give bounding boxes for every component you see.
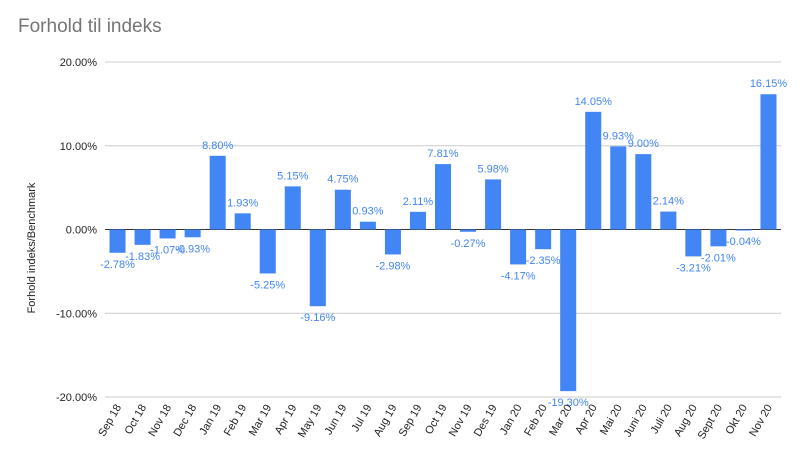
bar	[159, 229, 176, 239]
data-label: 4.75%	[327, 174, 358, 186]
y-tick-label: 0.00%	[66, 225, 97, 237]
data-label: 9.00%	[628, 138, 659, 150]
bar	[710, 229, 727, 247]
data-label: -2.78%	[100, 259, 135, 271]
x-tick-label: Sep 19	[397, 403, 425, 439]
x-tick-label: Apr 19	[273, 403, 300, 437]
x-tick-label: Feb 19	[222, 403, 250, 439]
x-tick-label: Juli 20	[649, 403, 675, 437]
x-tick-label: Oct 19	[423, 403, 450, 437]
data-label: -4.17%	[501, 270, 536, 282]
y-tick-label: 10.00%	[60, 141, 98, 153]
data-label: -2.01%	[701, 252, 736, 264]
data-label: 14.05%	[575, 96, 613, 108]
x-tick-label: Des 19	[472, 403, 500, 439]
bar	[409, 211, 426, 230]
y-tick-label: 20.00%	[60, 57, 98, 69]
bar	[434, 164, 452, 230]
y-axis-ticks: 20.00% 10.00% 0.00% -10.00% -20.00%	[56, 57, 97, 404]
data-label: 0.93%	[352, 206, 383, 218]
data-label: -19.30%	[548, 397, 589, 409]
data-label: -9.16%	[300, 312, 335, 324]
bar	[760, 94, 777, 230]
bar	[585, 111, 602, 230]
data-label: 2.11%	[403, 196, 434, 208]
bar	[384, 229, 401, 255]
bar	[259, 229, 276, 274]
bar	[510, 229, 527, 265]
x-tick-label: Aug 19	[372, 403, 400, 439]
bar	[685, 229, 702, 257]
data-labels: -2.78%-1.83%-1.07%-0.93% 8.80% 1.93% -5.25%…	[100, 78, 787, 409]
x-tick-label: Jan 20	[498, 403, 525, 438]
x-tick-label: Sept 20	[696, 403, 725, 442]
bar	[359, 221, 376, 230]
bar	[635, 154, 652, 230]
y-tick-label: -10.00%	[56, 308, 97, 320]
x-tick-label: Nov 20	[747, 403, 775, 439]
chart-title: Forhold til indeks	[18, 16, 162, 37]
data-label: 5.98%	[477, 163, 508, 175]
x-tick-label: Jun 19	[323, 403, 350, 438]
x-tick-label: Mai 20	[598, 403, 625, 438]
x-tick-label: Juni 20	[622, 403, 650, 440]
bar	[535, 229, 552, 250]
y-tick-label: -20.00%	[56, 392, 97, 404]
data-label: -2.98%	[375, 260, 410, 272]
x-tick-label: May 19	[296, 403, 324, 440]
x-tick-label: Okt 20	[723, 403, 750, 437]
data-label: 8.80%	[202, 140, 233, 152]
y-axis-label: Forhold indeks/Benchmark	[26, 182, 38, 313]
bar	[735, 229, 752, 231]
data-label: 2.14%	[653, 196, 684, 208]
bar	[560, 229, 577, 392]
bar	[610, 146, 627, 230]
data-label: -1.83%	[125, 251, 160, 263]
data-label: -5.25%	[250, 279, 285, 291]
x-tick-label: Sep 18	[96, 403, 124, 439]
bar	[460, 229, 477, 232]
data-label: 5.15%	[277, 170, 308, 182]
data-label: -0.27%	[451, 238, 486, 250]
bar	[660, 211, 677, 230]
bar	[134, 229, 151, 245]
bar	[485, 179, 502, 230]
data-label: 7.81%	[427, 148, 458, 160]
x-tick-label: Jul 19	[349, 403, 374, 434]
data-label: -0.04%	[726, 236, 761, 248]
x-tick-label: Nov 18	[146, 403, 174, 439]
data-label: -3.21%	[676, 262, 711, 274]
bar	[184, 229, 201, 238]
bars	[109, 94, 777, 392]
data-label: -1.07%	[150, 244, 185, 256]
x-tick-label: Mar 19	[247, 403, 275, 439]
data-label: 16.15%	[750, 78, 788, 90]
data-label: 1.93%	[227, 197, 258, 209]
bar	[334, 189, 351, 230]
x-tick-label: Feb 20	[522, 403, 550, 439]
bar	[284, 186, 301, 230]
bar	[234, 213, 251, 230]
data-label: 9.93%	[603, 130, 634, 142]
x-tick-label: Dec 18	[171, 403, 199, 439]
data-label: -0.93%	[175, 243, 210, 255]
bar	[209, 155, 226, 230]
data-label: -2.35%	[526, 255, 561, 267]
x-tick-label: Nov 19	[447, 403, 475, 439]
bar	[309, 229, 326, 307]
x-tick-label: Oct 18	[123, 403, 150, 437]
x-tick-label: Jan 19	[197, 403, 224, 438]
bar	[109, 229, 126, 253]
